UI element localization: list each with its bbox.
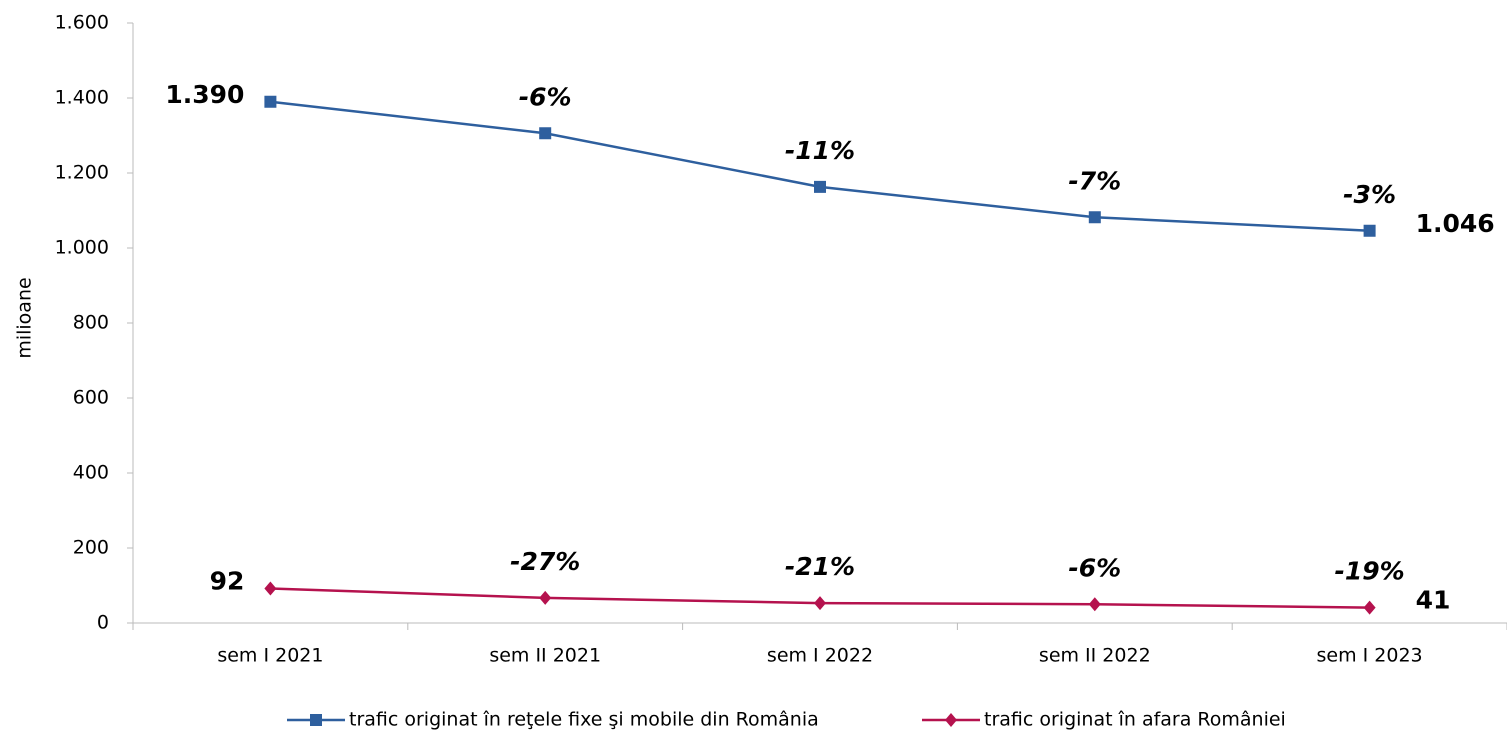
data-point	[1088, 211, 1101, 224]
x-tick-label: sem I 2022	[767, 645, 873, 667]
data-point	[539, 590, 552, 605]
data-point	[1363, 600, 1376, 615]
data-point	[539, 127, 552, 140]
value-label: 41	[1416, 586, 1451, 615]
x-tick-label: sem I 2021	[217, 645, 323, 667]
legend-marker	[310, 714, 322, 726]
data-point	[1088, 597, 1101, 612]
x-tick-label: sem II 2022	[1039, 645, 1151, 667]
data-point	[264, 95, 277, 108]
y-tick-label: 1.200	[55, 162, 109, 184]
legend-label: trafic originat în afara României	[984, 709, 1286, 731]
change-label: -11%	[785, 136, 855, 165]
y-axis-label: milioane	[14, 277, 36, 358]
change-label: -19%	[1334, 557, 1404, 586]
legend-label: trafic originat în reţele fixe şi mobile…	[349, 709, 819, 731]
y-tick-label: 1.400	[55, 87, 109, 109]
change-label: -3%	[1343, 180, 1396, 209]
change-label: -21%	[785, 552, 855, 581]
y-tick-label: 800	[73, 312, 109, 334]
value-label: 92	[210, 567, 245, 596]
change-label: -27%	[510, 547, 580, 576]
y-tick-label: 1.000	[55, 237, 109, 259]
y-tick-label: 1.600	[55, 12, 109, 34]
value-label: 1.390	[165, 80, 244, 109]
y-tick-label: 400	[73, 462, 109, 484]
series-line	[270, 100, 1370, 232]
data-point	[814, 596, 826, 611]
y-tick-label: 600	[73, 387, 109, 409]
legend-marker	[945, 713, 957, 727]
change-label: -6%	[519, 82, 572, 111]
y-tick-label: 0	[97, 612, 109, 634]
change-label: -6%	[1068, 553, 1121, 582]
x-tick-label: sem I 2023	[1317, 645, 1423, 667]
data-point	[814, 180, 826, 193]
y-tick-label: 200	[73, 537, 109, 559]
data-point	[1363, 224, 1376, 237]
x-tick-label: sem II 2021	[489, 645, 601, 667]
value-label: 1.046	[1416, 209, 1495, 238]
data-point	[264, 581, 277, 596]
change-label: -7%	[1068, 166, 1121, 195]
